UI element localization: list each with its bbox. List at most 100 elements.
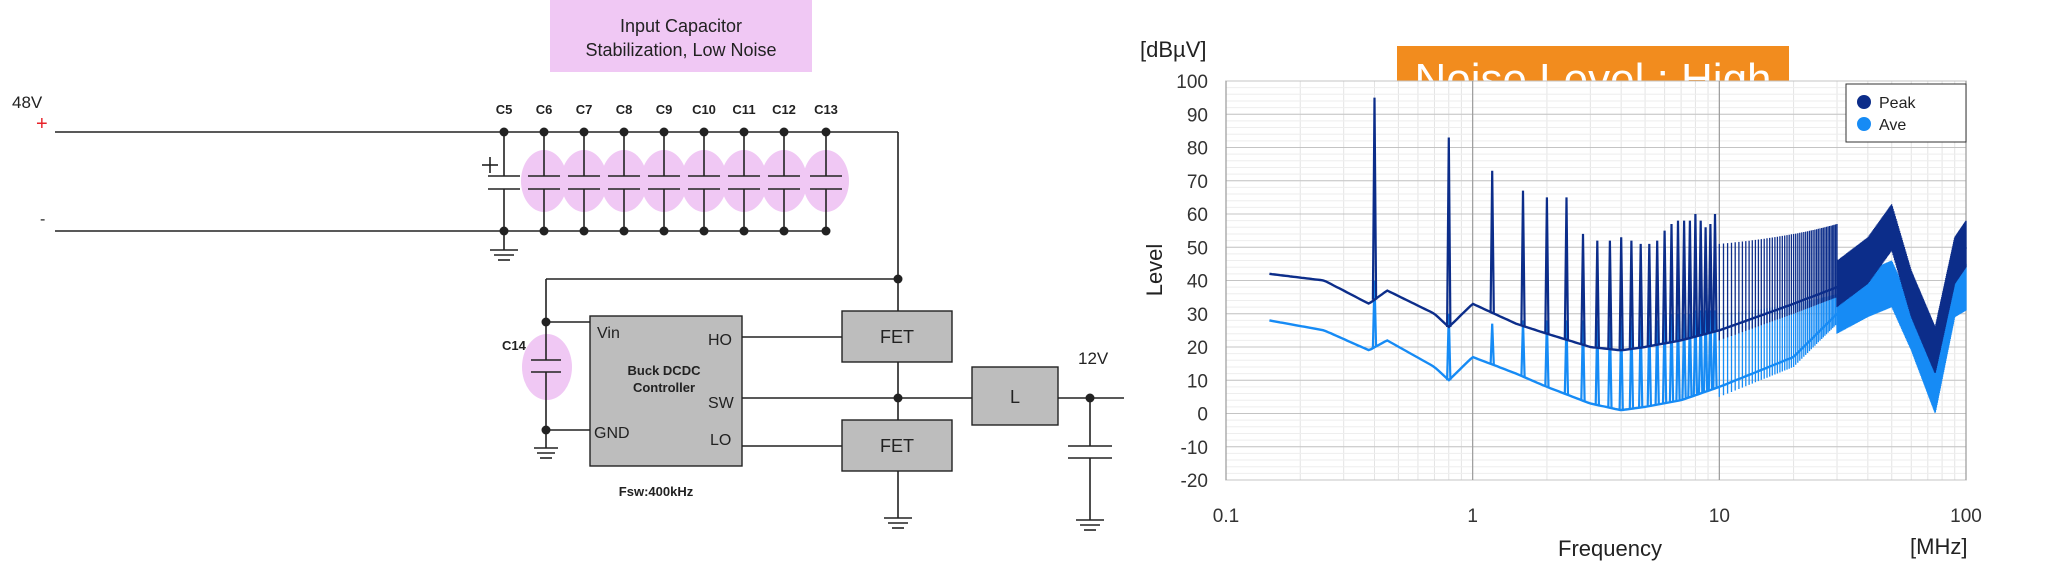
harmonic-spike bbox=[1618, 237, 1624, 351]
y-tick-label: -20 bbox=[1181, 471, 1208, 492]
junction-dot bbox=[659, 226, 669, 236]
polarity-plus-icon bbox=[482, 157, 498, 173]
harmonic-spike bbox=[1489, 170, 1495, 313]
legend-box bbox=[1845, 83, 1967, 143]
series-line bbox=[1269, 286, 1967, 412]
plus-terminal-label: + bbox=[36, 113, 48, 135]
inductor-label: L bbox=[1010, 387, 1020, 407]
c14-label: C14 bbox=[502, 338, 527, 353]
c14-highlight bbox=[522, 334, 572, 400]
harmonic-spike bbox=[1607, 240, 1613, 350]
capacitor-label: C13 bbox=[814, 102, 838, 117]
ground-icon bbox=[490, 231, 518, 261]
pin-vin-label: Vin bbox=[597, 325, 620, 342]
harmonic-spike bbox=[1646, 243, 1652, 347]
capacitor-c6 bbox=[528, 132, 560, 231]
x-tick-label: 100 bbox=[1950, 506, 1982, 527]
inductor bbox=[971, 366, 1059, 426]
capacitor-c5 bbox=[488, 132, 520, 231]
harmonic-spike bbox=[1697, 220, 1704, 336]
harmonic-spike bbox=[1681, 220, 1687, 340]
harmonic-spike bbox=[1687, 220, 1693, 339]
harmonic-spike bbox=[1707, 310, 1714, 391]
junction-dot bbox=[619, 226, 629, 236]
harmonic-spike bbox=[1544, 197, 1550, 334]
harmonic-spike bbox=[1594, 320, 1600, 406]
y-tick-label: 0 bbox=[1197, 405, 1208, 426]
capacitor-c7 bbox=[568, 132, 600, 231]
low-side-fet-label: FET bbox=[880, 436, 914, 456]
circuit-schematic: Input Capacitor Stabilization, Low Noise… bbox=[12, 0, 1124, 531]
junction-dot bbox=[579, 226, 589, 236]
c14-capacitor bbox=[531, 321, 590, 459]
harmonic-spike bbox=[1681, 313, 1687, 400]
pin-gnd-label: GND bbox=[594, 425, 630, 442]
capacitor-highlight bbox=[521, 150, 567, 212]
buck-controller-ic bbox=[589, 315, 743, 467]
junction-dot bbox=[659, 127, 669, 137]
harmonic-spike bbox=[1712, 213, 1718, 332]
input-rails bbox=[55, 131, 899, 322]
harmonic-spike bbox=[1661, 313, 1668, 404]
capacitor-label: C5 bbox=[496, 102, 513, 117]
pin-sw-label: SW bbox=[708, 395, 735, 412]
harmonic-spike bbox=[1654, 320, 1660, 405]
y-axis-unit: [dBµV] bbox=[1140, 37, 1206, 62]
harmonic-spike bbox=[1702, 227, 1709, 335]
harmonic-spike bbox=[1446, 313, 1452, 381]
harmonic-spike bbox=[1668, 223, 1675, 343]
junction-dot bbox=[579, 127, 589, 137]
harmonic-spike bbox=[1563, 197, 1570, 340]
harmonic-spike bbox=[1712, 310, 1718, 389]
y-axis-title: Level bbox=[1142, 244, 1167, 297]
harmonic-spike bbox=[1707, 223, 1714, 333]
y-tick-label: 100 bbox=[1176, 72, 1208, 93]
x-tick-labels: 0.1 1 10 100 bbox=[1213, 506, 1982, 527]
legend-label-ave: Ave bbox=[1879, 117, 1906, 134]
low-side-fet bbox=[841, 419, 953, 472]
harmonic-spike bbox=[1661, 230, 1668, 344]
x-axis-unit: [MHz] bbox=[1910, 534, 1967, 559]
harmonic-spike bbox=[1563, 320, 1570, 395]
harmonic-spike bbox=[1668, 313, 1675, 403]
junction-dot bbox=[619, 127, 629, 137]
harmonic-spike bbox=[1628, 240, 1635, 349]
capacitor-label: C11 bbox=[732, 102, 755, 117]
capacitor-label: C9 bbox=[656, 102, 673, 117]
capacitor-c9 bbox=[648, 132, 680, 231]
harmonic-spike bbox=[1371, 280, 1378, 348]
capacitor-label: C7 bbox=[576, 102, 593, 117]
harmonic-spike bbox=[1628, 320, 1635, 409]
switching-frequency-label: Fsw:400kHz bbox=[619, 484, 694, 499]
junction-dot bbox=[539, 226, 549, 236]
capacitor-label: C10 bbox=[692, 102, 716, 117]
gate-and-switch-wires bbox=[742, 279, 1124, 531]
noise-level-badge bbox=[1397, 46, 1789, 114]
junction-dot bbox=[779, 127, 789, 137]
x-tick-label: 0.1 bbox=[1213, 506, 1239, 527]
controller-title-line2: Controller bbox=[633, 380, 695, 395]
harmonic-spike bbox=[1697, 310, 1704, 394]
harmonic-spike bbox=[1371, 97, 1378, 300]
junction-dot bbox=[821, 127, 831, 137]
high-side-fet-label: FET bbox=[880, 327, 914, 347]
harmonic-spike bbox=[1520, 320, 1526, 377]
harmonic-spike bbox=[1692, 213, 1699, 337]
capacitor-c11 bbox=[728, 132, 760, 231]
y-tick-label: 90 bbox=[1187, 105, 1208, 126]
junction-dot bbox=[699, 127, 709, 137]
capacitor-highlight bbox=[681, 150, 727, 212]
output-voltage-label: 12V bbox=[1078, 349, 1109, 368]
x-tick-label: 10 bbox=[1709, 506, 1730, 527]
x-axis-title: Frequency bbox=[1558, 536, 1662, 561]
capacitor-c12 bbox=[768, 132, 800, 231]
harmonic-spike bbox=[1654, 240, 1660, 345]
junction-dot bbox=[539, 127, 549, 137]
series-band bbox=[1718, 260, 1967, 413]
y-tick-label: 10 bbox=[1187, 371, 1208, 392]
harmonic-spike bbox=[1675, 220, 1681, 341]
series-line bbox=[1269, 229, 1967, 353]
harmonic-spike bbox=[1675, 313, 1681, 401]
harmonic-spike bbox=[1638, 243, 1644, 348]
